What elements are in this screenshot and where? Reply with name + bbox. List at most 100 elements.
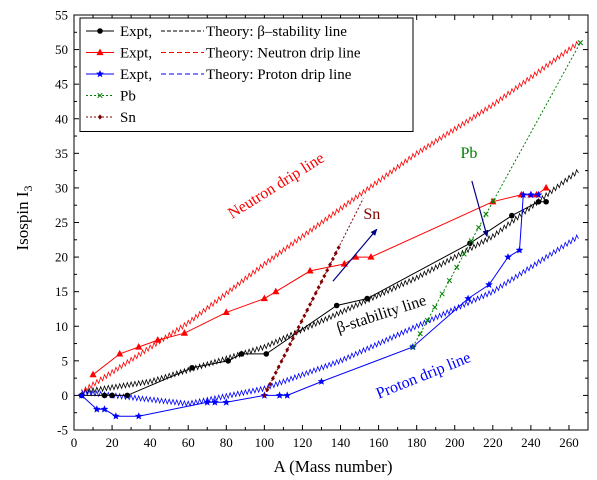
y-tick-label-9: 40 [55,111,68,126]
x-tick-label-2: 40 [144,435,157,450]
legend-entry-2: Expt, Theory: Proton drip line [86,67,352,83]
series-3-point-11 [490,198,496,204]
series-1-point-11 [367,253,375,260]
legend-entry-0: Expt, Theory: β–stability line [86,24,347,40]
series-1-point-8 [306,266,314,274]
series-4-point-26 [336,245,341,250]
legend-entry-4: Sn [86,110,136,126]
legend-label-3: Pb [120,89,136,105]
series-0-point-4 [189,364,195,371]
y-axis-label: Isospin I3 [13,185,35,250]
series-4-point-12 [296,324,301,330]
series-2-point-6 [211,398,219,406]
y-tick-label-8: 35 [55,146,68,161]
series-4-point-3 [270,376,275,381]
series-3-point-5 [446,277,453,284]
series-2-point-5 [203,398,212,406]
x-tick-label-4: 80 [220,435,233,450]
annotation-neutron-drip-line: Neutron drip line [225,150,327,223]
legend-theory-label-2: Theory: Proton drip line [206,67,352,83]
series-0-point-5 [225,358,231,364]
series-0-point-8 [333,302,340,309]
series-3-point-4 [439,291,445,297]
series-3-point-end [577,40,584,46]
x-tick-label-5: 100 [255,435,275,450]
legend-marker-0 [97,28,103,34]
x-tick-label-7: 140 [331,435,351,450]
arrow-sn [332,228,378,282]
y-tick-label-3: 10 [55,319,68,334]
annotation-beta-stability-line: β-stability line [335,292,429,337]
series-4-point-2 [268,381,273,387]
series-1-point-4 [180,329,189,336]
series-0-point-9 [364,295,370,302]
series-1-point-16 [542,183,550,191]
series-0-point-12 [535,198,542,205]
series-4-point-22 [325,267,330,273]
series-1-point-7 [272,287,280,295]
series-4-point-25 [333,250,338,256]
series-line-3 [412,42,581,348]
y-axis-label-subscript: 3 [21,185,35,191]
legend-entry-3: Pb [86,89,136,105]
series-1-point-2 [135,343,143,350]
y-tick-label-4: 15 [55,284,68,299]
series-4-point-16 [308,302,313,307]
legend-entry-1: Expt, Theory: Neutron drip line [86,46,361,62]
series-0-point-3 [124,392,131,399]
series-4-point-9 [288,341,293,347]
series-2-point-7 [222,398,231,406]
series-3-point-9 [475,224,482,231]
series-2-point-11 [317,377,326,385]
series-1-point-6 [260,294,268,302]
series-line-1 [92,187,547,376]
theory-line-2 [81,234,579,407]
legend-theory-label-0: Theory: β–stability line [206,24,347,40]
series-4-point-11 [293,330,298,336]
y-tick-label-12: 55 [55,8,68,23]
annotations: Neutron drip line β-stability line Proton … [225,145,489,403]
series-4-point-18 [313,290,318,296]
series-4-point-20 [319,279,324,285]
y-axis-label-main: Isospin I [13,191,32,250]
series-0-point-2 [109,392,115,399]
series-4-point-17 [310,296,315,302]
series-2-point-3 [112,412,120,420]
x-tick-label-3: 60 [182,435,195,450]
series-0-point-10 [467,240,473,247]
series-4-point-5 [276,364,281,370]
series-1-point-1 [116,349,124,357]
series-3-point-7 [461,251,467,257]
y-tick-label-5: 20 [55,250,68,265]
series-3-point-1 [417,331,423,337]
annotation-proton-drip-line: Proton drip line [374,349,473,402]
series-2-point-16 [515,246,524,254]
legend-box [79,17,414,132]
y-tick-label-6: 25 [55,215,68,230]
legend-marker-2 [96,70,104,78]
annotation-sn: Sn [363,206,380,223]
series-4-point-0 [262,393,267,398]
series-0-point-6 [238,351,245,357]
series-0-point-13 [543,198,549,205]
y-tick-label-0: -5 [57,423,68,438]
legend-label-4: Sn [120,110,136,126]
x-tick-label-1: 20 [106,435,119,450]
series-4-point-4 [273,370,278,376]
series-2-point-18 [527,190,535,199]
series-3-point-3 [432,304,438,310]
x-tick-label-11: 220 [483,435,503,450]
series-4-point-14 [302,313,307,319]
legend-marker-3 [97,92,103,99]
series-line-2 [81,194,539,417]
series-0-point-7 [263,351,270,357]
x-tick-label-13: 260 [559,435,579,450]
y-tick-label-11: 50 [55,42,68,57]
series-4-point-8 [285,347,290,353]
x-tick-label-12: 240 [521,435,541,450]
series-1-point-3 [154,336,162,343]
legend-theory-label-1: Theory: Neutron drip line [206,46,361,62]
series-4-point-13 [299,319,304,324]
series-1-point-0 [89,370,97,378]
